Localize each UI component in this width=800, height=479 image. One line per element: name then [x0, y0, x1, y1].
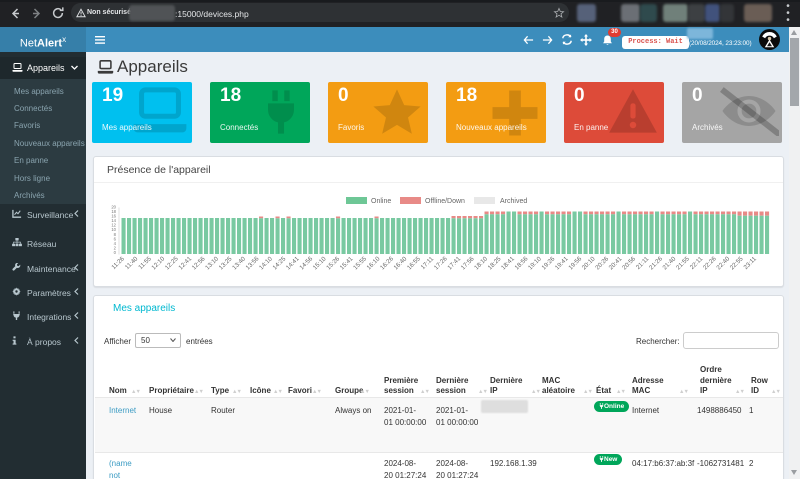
svg-text:18:56: 18:56: [514, 255, 530, 271]
svg-text:23:11: 23:11: [742, 255, 758, 271]
svg-text:20:10: 20:10: [581, 255, 597, 271]
svg-text:15:26: 15:26: [325, 255, 341, 271]
svg-text:16:40: 16:40: [392, 255, 408, 271]
svg-text:22:11: 22:11: [689, 255, 705, 271]
svg-text:21:55: 21:55: [675, 255, 691, 271]
svg-text:21:26: 21:26: [648, 255, 664, 271]
svg-text:14:41: 14:41: [285, 255, 301, 271]
svg-text:10: 10: [111, 227, 116, 232]
svg-text:20:41: 20:41: [608, 255, 624, 271]
svg-text:15:10: 15:10: [312, 255, 328, 271]
svg-text:14:25: 14:25: [271, 255, 287, 271]
svg-text:12:25: 12:25: [164, 255, 180, 271]
svg-text:16:26: 16:26: [379, 255, 395, 271]
svg-text:13:10: 13:10: [204, 255, 220, 271]
svg-text:4: 4: [114, 241, 117, 246]
svg-text:14:56: 14:56: [298, 255, 314, 271]
svg-text:22:55: 22:55: [729, 255, 745, 271]
svg-text:12: 12: [111, 223, 116, 228]
svg-text:16: 16: [111, 214, 116, 219]
svg-text:17:56: 17:56: [460, 255, 476, 271]
svg-text:Online: Online: [371, 198, 391, 205]
svg-text:13:40: 13:40: [231, 255, 247, 271]
svg-text:20: 20: [111, 205, 116, 210]
svg-text:11:26: 11:26: [110, 255, 126, 271]
svg-text:19:56: 19:56: [567, 255, 583, 271]
svg-text:12:10: 12:10: [150, 255, 166, 271]
svg-text:Offline/Down: Offline/Down: [425, 198, 465, 205]
svg-text:18:10: 18:10: [473, 255, 489, 271]
svg-text:6: 6: [114, 236, 117, 241]
svg-text:21:40: 21:40: [661, 255, 677, 271]
svg-text:22:26: 22:26: [702, 255, 718, 271]
svg-text:15:55: 15:55: [352, 255, 368, 271]
svg-text:13:56: 13:56: [245, 255, 261, 271]
svg-text:16:10: 16:10: [366, 255, 382, 271]
svg-text:21:11: 21:11: [635, 255, 651, 271]
svg-text:20:26: 20:26: [594, 255, 610, 271]
svg-text:16:55: 16:55: [406, 255, 422, 271]
svg-text:22:40: 22:40: [715, 255, 731, 271]
svg-text:11:55: 11:55: [137, 255, 153, 271]
svg-text:15:41: 15:41: [339, 255, 355, 271]
svg-text:11:40: 11:40: [124, 255, 140, 271]
svg-text:2: 2: [114, 245, 117, 250]
svg-text:0: 0: [114, 250, 117, 255]
svg-text:18:25: 18:25: [487, 255, 503, 271]
svg-text:12:41: 12:41: [177, 255, 193, 271]
svg-text:17:26: 17:26: [433, 255, 449, 271]
svg-text:17:11: 17:11: [420, 255, 436, 271]
svg-text:19:10: 19:10: [527, 255, 543, 271]
svg-text:12:56: 12:56: [191, 255, 207, 271]
svg-text:14:10: 14:10: [258, 255, 274, 271]
svg-text:13:25: 13:25: [218, 255, 234, 271]
svg-text:17:41: 17:41: [446, 255, 462, 271]
svg-text:18: 18: [111, 209, 116, 214]
svg-text:18:41: 18:41: [500, 255, 516, 271]
svg-text:14: 14: [111, 218, 116, 223]
svg-text:Archived: Archived: [500, 198, 527, 205]
svg-text:19:26: 19:26: [540, 255, 556, 271]
svg-text:8: 8: [114, 232, 117, 237]
svg-text:20:56: 20:56: [621, 255, 637, 271]
svg-text:19:41: 19:41: [554, 255, 570, 271]
